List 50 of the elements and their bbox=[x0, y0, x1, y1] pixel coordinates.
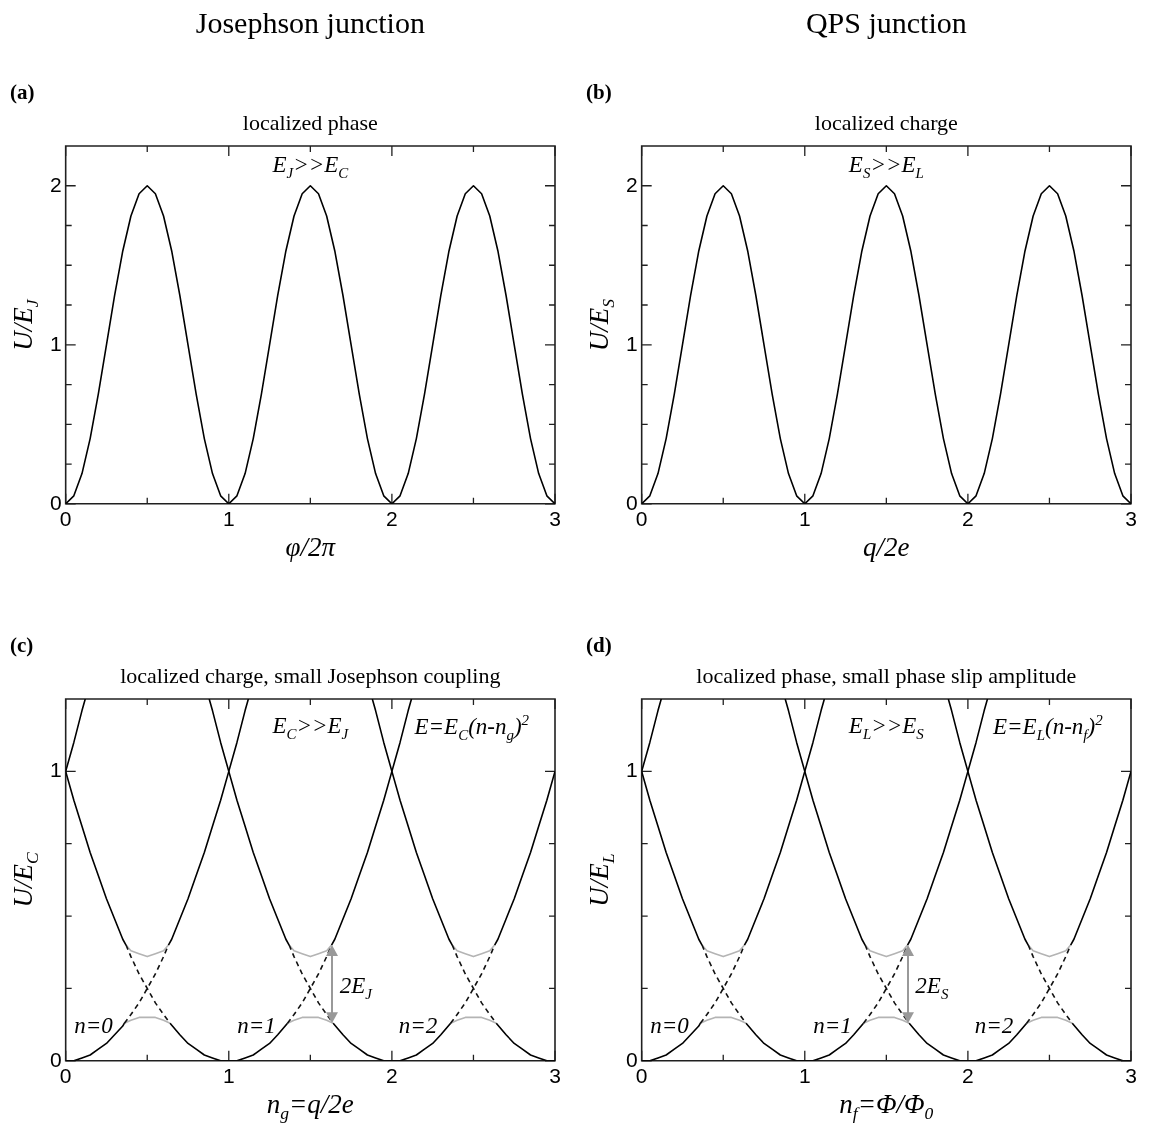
annotation: E=E$_{C}$(n-n$_{g}$)$^{2}$ bbox=[414, 712, 530, 743]
annotation: E$_{L}$>>E$_{S}$ bbox=[848, 713, 924, 742]
chart-title: localized charge, small Josephson coupling bbox=[120, 663, 501, 688]
x-tick-label: 2 bbox=[962, 507, 974, 531]
y-tick-label: 0 bbox=[625, 1047, 638, 1071]
annotation: n=1 bbox=[813, 1012, 852, 1038]
annotation: n=1 bbox=[237, 1012, 276, 1038]
text: QPS junction bbox=[805, 6, 967, 39]
annotation: E$_{S}$>>E$_{L}$ bbox=[848, 152, 924, 182]
x-tick-label: 1 bbox=[222, 507, 235, 531]
y-tick-label: 1 bbox=[625, 758, 638, 782]
annotation: 2E$_{J}$ bbox=[339, 973, 372, 1003]
annotation: E$_{C}$>>E$_{J}$ bbox=[272, 713, 349, 742]
chart-title: localized phase, small phase slip amplitude bbox=[696, 663, 1077, 688]
x-tick-label: 2 bbox=[962, 1064, 974, 1088]
text: (b) bbox=[586, 80, 612, 104]
chart-title: localized phase bbox=[242, 110, 378, 135]
annotation: E$_{J}$>>E$_{C}$ bbox=[272, 152, 349, 182]
text: Josephson junction bbox=[195, 6, 425, 39]
y-tick-label: 1 bbox=[625, 331, 638, 355]
y-tick-label: 1 bbox=[49, 331, 62, 355]
x-axis-title: n$_{g}$=q/2e bbox=[266, 1088, 354, 1124]
annotation: n=0 bbox=[74, 1012, 113, 1038]
annotation: n=0 bbox=[650, 1012, 689, 1038]
x-tick-label: 2 bbox=[386, 1064, 398, 1088]
x-tick-label: 3 bbox=[1125, 507, 1137, 531]
text: (d) bbox=[586, 633, 612, 657]
y-tick-label: 0 bbox=[49, 1047, 62, 1071]
annotation: 2E$_{S}$ bbox=[915, 973, 949, 1003]
y-tick-label: 2 bbox=[625, 172, 638, 196]
y-tick-label: 1 bbox=[49, 758, 62, 782]
x-tick-label: 2 bbox=[386, 507, 398, 531]
x-axis-title: q/2e bbox=[863, 531, 910, 562]
annotation: n=2 bbox=[974, 1012, 1014, 1038]
x-tick-label: 3 bbox=[549, 1064, 561, 1088]
y-tick-label: 0 bbox=[49, 490, 62, 514]
x-tick-label: 1 bbox=[798, 1064, 811, 1088]
x-tick-label: 3 bbox=[549, 507, 561, 531]
x-tick-label: 1 bbox=[798, 507, 811, 531]
annotation: n=2 bbox=[398, 1012, 438, 1038]
text: (c) bbox=[10, 633, 34, 657]
x-axis-title: φ/2π bbox=[285, 531, 336, 562]
annotation: E=E$_{L}$(n-n$_{f}$)$^{2}$ bbox=[993, 712, 1103, 743]
x-tick-label: 1 bbox=[222, 1064, 235, 1088]
y-tick-label: 2 bbox=[49, 172, 62, 196]
x-axis-title: n$_{f}$=Φ/Φ$_{0}$ bbox=[839, 1088, 934, 1124]
text: (a) bbox=[10, 80, 35, 104]
x-tick-label: 3 bbox=[1125, 1064, 1137, 1088]
y-tick-label: 0 bbox=[625, 490, 638, 514]
chart-title: localized charge bbox=[814, 110, 958, 135]
